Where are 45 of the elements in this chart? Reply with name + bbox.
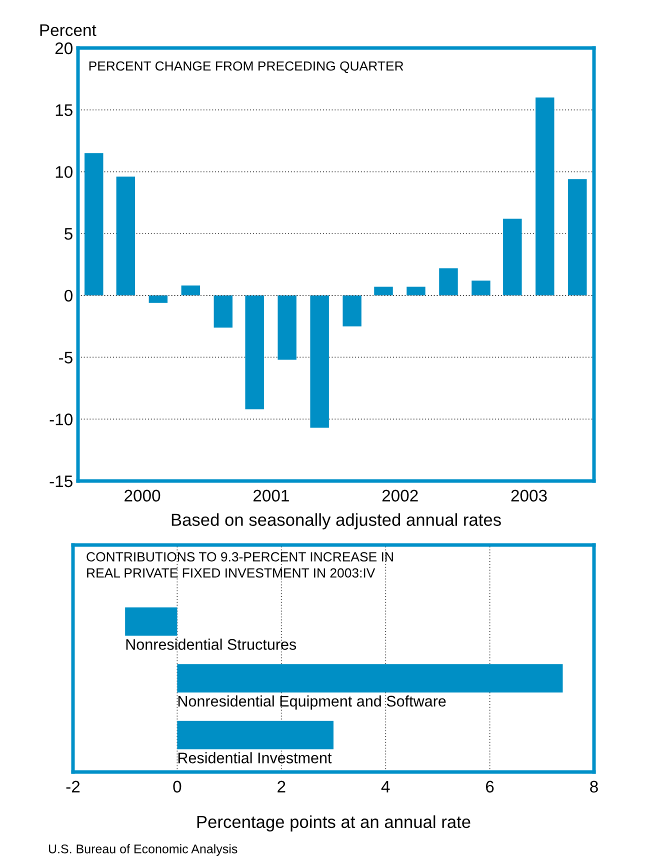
- bar: [177, 720, 334, 750]
- x-tick-label: 6: [486, 780, 494, 793]
- bar: [148, 295, 168, 303]
- bar: [116, 176, 136, 296]
- bar: [245, 295, 264, 410]
- bar: [439, 268, 458, 296]
- bar: [310, 295, 329, 428]
- y-tick-label: -15: [50, 476, 72, 488]
- y-tick-label: -10: [50, 414, 72, 426]
- y-tick-label: Nonresidential Equipment and Software: [178, 695, 446, 710]
- x-axis-title: Percentage points at an annual rate: [197, 815, 470, 832]
- y-tick-label: -5: [59, 352, 72, 364]
- x-tick-label: 8: [590, 780, 598, 793]
- y-axis-title: Percent: [40, 24, 96, 36]
- x-tick-label: 2002: [382, 490, 418, 502]
- x-tick-label: 2003: [511, 490, 547, 502]
- chart-title: CONTRIBUTIONS TO 9.3-PERCENT INCREASE IN REAL PRIVATE FIXED INVESTMENT IN 2003:IV: [86, 552, 393, 578]
- x-tick-label: 4: [381, 780, 390, 792]
- x-axis-title: Based on seasonally adjusted annual rates: [172, 513, 501, 530]
- text: U.S. Bureau of Economic Analysis: [48, 844, 238, 856]
- y-tick-label: 5: [64, 228, 72, 240]
- bar: [177, 664, 563, 693]
- y-tick-label: 0: [64, 290, 72, 302]
- x-tick-label: -2: [66, 780, 80, 792]
- text: PERCENT CHANGE FROM PRECEDING QUARTER: [89, 61, 404, 74]
- bar: [278, 295, 296, 360]
- y-tick-label: Residential Investment: [178, 752, 332, 764]
- bar: [406, 286, 426, 296]
- bar: [342, 295, 362, 326]
- bar: [125, 607, 178, 636]
- x-tick-label: 2000: [124, 490, 160, 502]
- y-tick-label: 20: [55, 42, 72, 54]
- bar: [536, 97, 554, 296]
- bar: [472, 280, 490, 296]
- x-tick-label: 2001: [253, 490, 289, 502]
- x-tick-label: 2: [278, 780, 286, 792]
- bar: [214, 295, 233, 328]
- bar: [181, 286, 200, 296]
- y-tick-label: 15: [56, 104, 72, 116]
- bar: [568, 179, 587, 296]
- y-tick-label: 10: [56, 166, 72, 178]
- bar: [374, 286, 393, 296]
- y-tick-label: Nonresidential Structures: [126, 638, 296, 650]
- bar: [503, 218, 522, 296]
- bar: [84, 153, 104, 296]
